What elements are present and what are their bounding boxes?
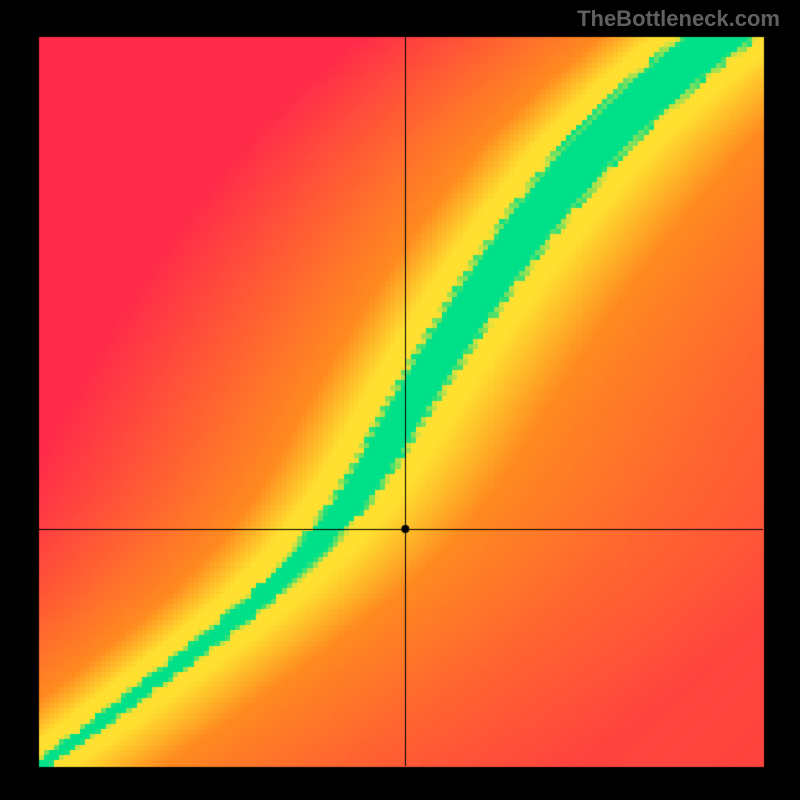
bottleneck-heatmap (0, 0, 800, 800)
watermark-text: TheBottleneck.com (577, 6, 780, 32)
chart-container: TheBottleneck.com (0, 0, 800, 800)
